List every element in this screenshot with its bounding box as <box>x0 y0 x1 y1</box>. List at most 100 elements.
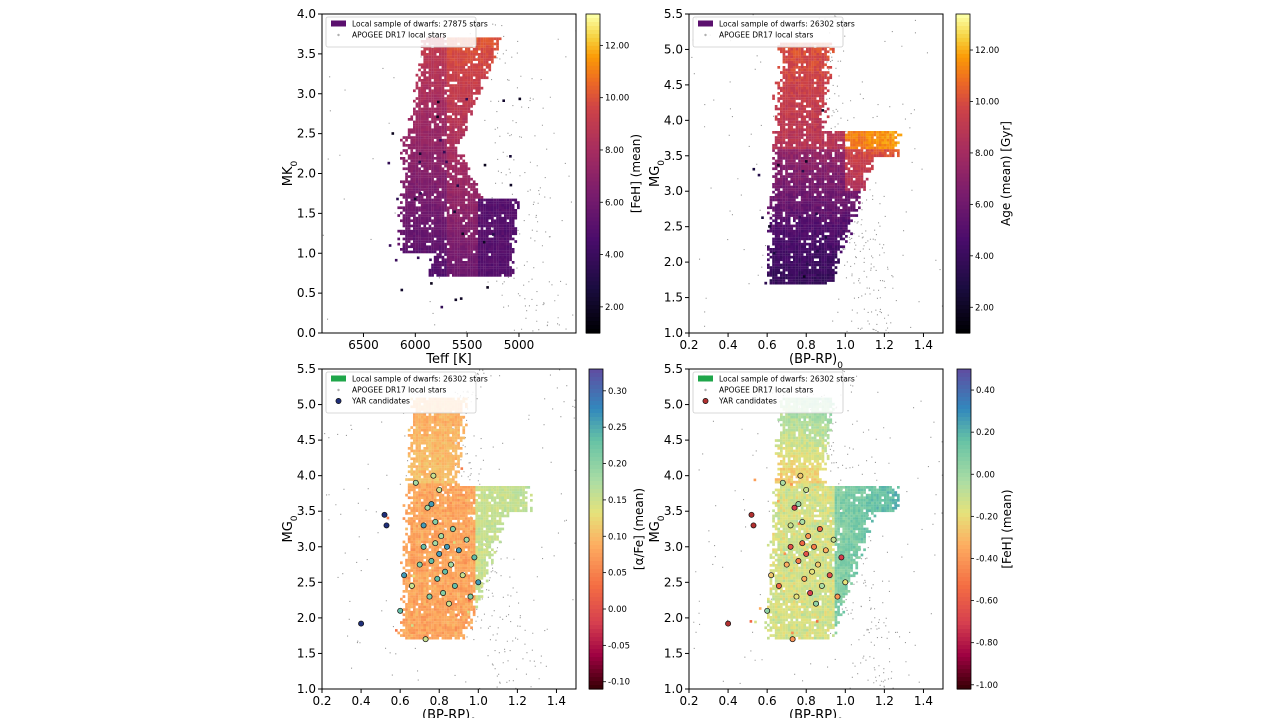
heatmap-cell <box>498 206 502 210</box>
heatmap-cell <box>470 89 473 93</box>
heatmap-cell <box>459 167 463 171</box>
heatmap-cell <box>501 235 505 238</box>
heatmap-cell <box>806 180 809 184</box>
heatmap-cell <box>454 112 458 116</box>
heatmap-cell <box>467 71 471 74</box>
heatmap-cell <box>793 164 796 168</box>
heatmap-cell <box>457 50 460 54</box>
heatmap-cell <box>813 235 817 238</box>
colorbar-stripe <box>586 69 600 75</box>
heatmap-cell <box>829 149 833 152</box>
heatmap-cell <box>842 136 846 139</box>
heatmap-cell <box>462 81 466 85</box>
heatmap-cell <box>787 157 791 160</box>
heatmap-cell <box>850 206 853 210</box>
heatmap-cell <box>465 180 468 184</box>
heatmap-cell <box>478 58 481 61</box>
heatmap-cell <box>813 120 817 124</box>
heatmap-cell <box>449 141 453 145</box>
heatmap-cell <box>824 102 827 106</box>
heatmap-cell <box>418 170 421 173</box>
heatmap-cell <box>767 229 770 233</box>
heatmap-cell <box>459 86 463 90</box>
heatmap-cell <box>806 255 809 259</box>
heatmap-cell <box>449 190 453 194</box>
heatmap-cell <box>795 188 799 191</box>
heatmap-cell <box>803 60 807 64</box>
heatmap-cell <box>876 136 879 139</box>
heatmap-cell <box>433 190 437 194</box>
heatmap-cell <box>878 138 882 142</box>
heatmap-cell <box>803 261 807 264</box>
heatmap-cell <box>808 131 812 134</box>
heatmap-cell <box>777 131 781 134</box>
heatmap-cell <box>465 274 468 277</box>
heatmap-cell <box>459 84 463 87</box>
heatmap-cell <box>472 240 476 243</box>
heatmap-cell <box>816 188 820 191</box>
heatmap-cell <box>459 248 463 251</box>
heatmap-cell <box>837 180 840 184</box>
heatmap-cell <box>782 123 786 126</box>
heatmap-cell <box>837 211 840 215</box>
heatmap-cell <box>407 133 411 137</box>
heatmap-cell <box>454 55 458 59</box>
heatmap-cell <box>459 133 463 137</box>
heatmap-cell <box>777 201 781 204</box>
heatmap-cell <box>493 258 497 262</box>
heatmap-cell <box>472 50 476 54</box>
heatmap-cell <box>493 201 497 204</box>
heatmap-cell <box>462 50 466 54</box>
heatmap-cell <box>467 206 471 210</box>
heatmap-cell <box>402 250 406 254</box>
heatmap-cell <box>405 190 408 194</box>
heatmap-cell <box>790 232 794 236</box>
heatmap-cell <box>511 224 515 228</box>
heatmap-cell <box>824 167 827 171</box>
heatmap-cell <box>439 125 442 129</box>
heatmap-cell <box>816 170 820 173</box>
heatmap-cell <box>798 73 801 77</box>
heatmap-cell <box>855 193 859 197</box>
heatmap-cell <box>790 229 794 233</box>
heatmap-cell <box>832 201 835 204</box>
heatmap-cell <box>472 274 476 277</box>
heatmap-cell <box>509 237 512 241</box>
heatmap-cell <box>475 237 479 241</box>
heatmap-cell <box>803 68 807 72</box>
legend-patch <box>331 20 346 27</box>
heatmap-cell <box>506 224 510 228</box>
heatmap-cell <box>803 110 807 113</box>
heatmap-cell <box>441 201 445 204</box>
heatmap-cell <box>402 209 406 212</box>
heatmap-cell <box>465 63 468 67</box>
heatmap-cell <box>428 232 432 236</box>
heatmap-cell <box>777 170 781 173</box>
heatmap-cell <box>501 253 505 256</box>
heatmap-cell <box>410 219 414 223</box>
heatmap-cell <box>785 185 788 189</box>
heatmap-cell <box>813 255 817 259</box>
heatmap-cell <box>834 159 838 163</box>
heatmap-cell <box>410 115 414 119</box>
heatmap-cell <box>493 232 497 236</box>
heatmap-cell <box>485 66 489 69</box>
heatmap-cell <box>413 216 416 220</box>
heatmap-cell <box>426 53 429 56</box>
heatmap-cell <box>837 219 840 223</box>
heatmap-cell <box>413 138 416 142</box>
heatmap-cell <box>782 131 786 134</box>
heatmap-cell <box>423 245 427 249</box>
heatmap-cell <box>511 237 515 241</box>
heatmap-cell <box>504 229 507 233</box>
heatmap-cell <box>472 214 476 217</box>
heatmap-cell <box>491 216 494 220</box>
heatmap-cell <box>891 138 895 142</box>
heatmap-cell <box>821 71 825 74</box>
heatmap-cell <box>865 157 869 160</box>
heatmap-cell <box>439 268 442 272</box>
heatmap-cell <box>501 229 505 233</box>
heatmap-cell <box>798 55 801 59</box>
heatmap-cell <box>439 235 442 238</box>
heatmap-cell <box>800 79 804 82</box>
